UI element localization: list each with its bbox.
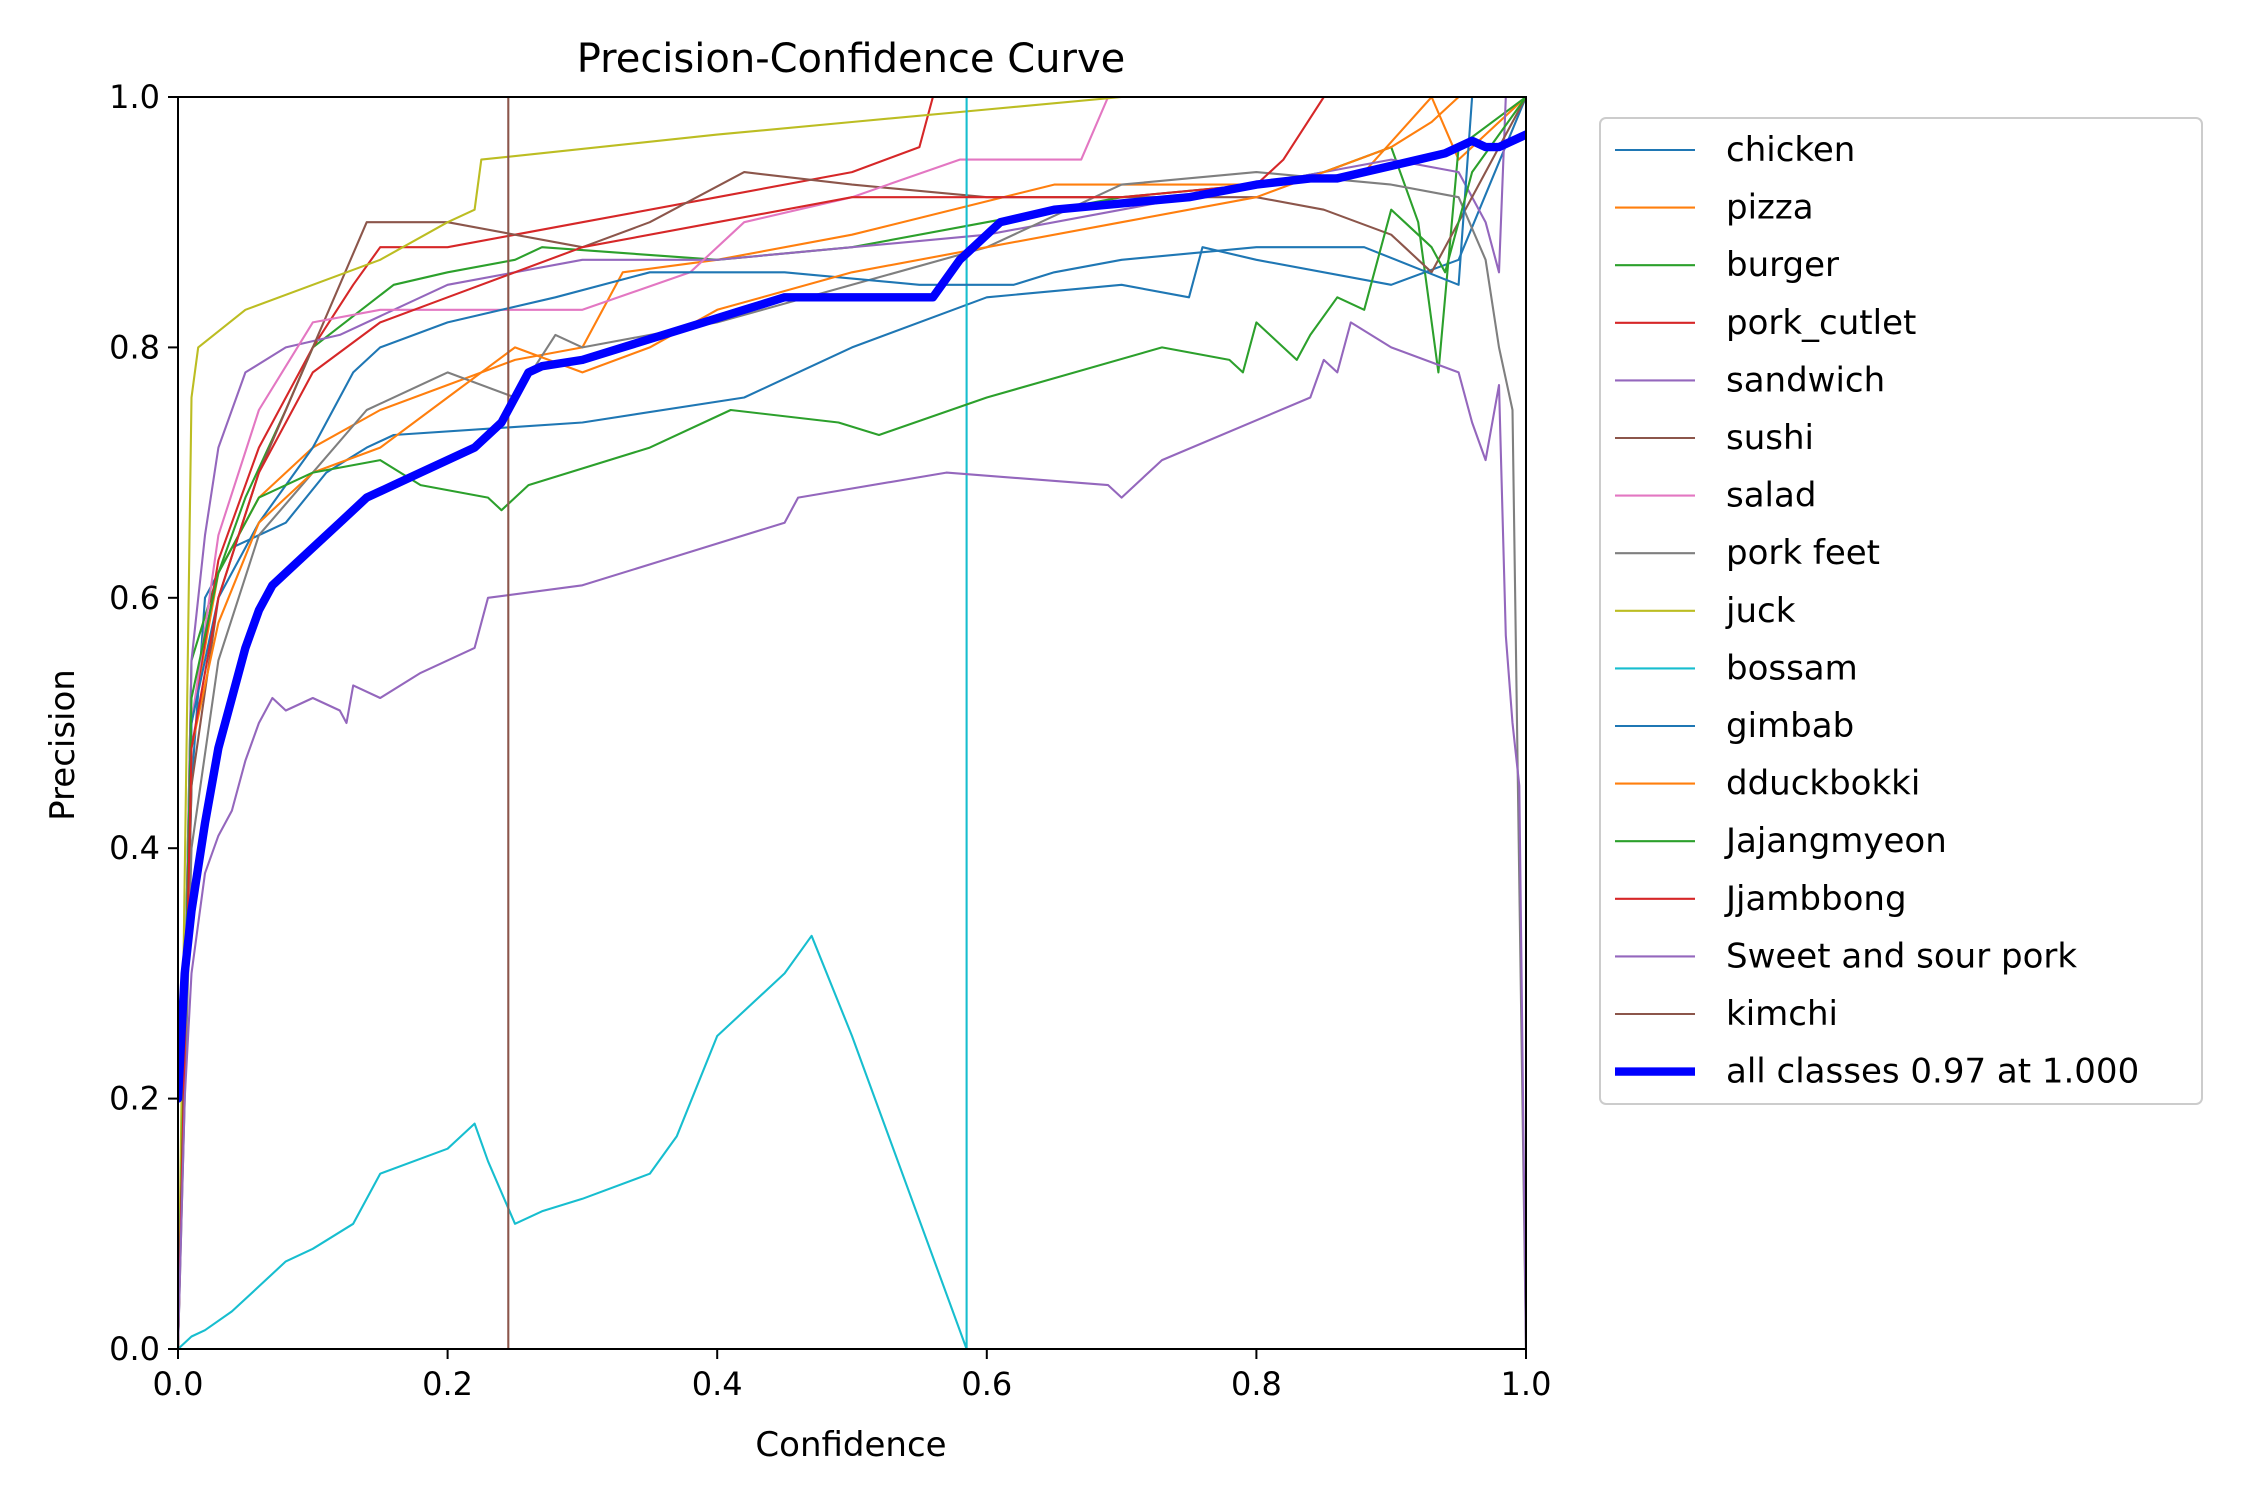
chart-title: Precision-Confidence Curve bbox=[577, 36, 1126, 82]
y-tick-label: 0.2 bbox=[109, 1080, 160, 1118]
legend-label: pork_cutlet bbox=[1726, 303, 1916, 343]
x-tick-label: 0.2 bbox=[422, 1365, 473, 1403]
legend-label: burger bbox=[1726, 245, 1839, 285]
legend-item-bossam: bossam bbox=[1615, 648, 1858, 688]
legend-label: Jajangmyeon bbox=[1724, 821, 1947, 861]
legend-frame bbox=[1599, 117, 2203, 1105]
x-tick-label: 0.4 bbox=[692, 1365, 743, 1403]
legend-item-pork-feet: pork feet bbox=[1615, 533, 1880, 573]
series-line-sweet-and-sour-pork bbox=[178, 321, 1526, 1349]
series-line-jjambbong bbox=[178, 97, 1526, 1349]
legend-label: gimbab bbox=[1726, 706, 1854, 746]
legend-label: kimchi bbox=[1726, 994, 1838, 1034]
series-line-bossam bbox=[178, 97, 968, 1349]
x-tick-label: 0.8 bbox=[1231, 1365, 1282, 1403]
plot-frame bbox=[177, 96, 1527, 1350]
axis-ticks: 0.0 0.2 0.4 0.6 0.8 1.0 0.0 0.2 0.4 0.6 0.8 1.0 bbox=[109, 78, 1551, 1403]
legend-label: Jjambbong bbox=[1724, 879, 1907, 919]
legend-item-gimbab: gimbab bbox=[1615, 706, 1854, 746]
legend-item-juck: juck bbox=[1615, 591, 1796, 631]
legend-item-salad: salad bbox=[1615, 476, 1816, 516]
legend-label: all classes 0.97 at 1.000 bbox=[1726, 1052, 2139, 1092]
y-tick-label: 0.4 bbox=[109, 829, 160, 867]
y-tick-label: 0.6 bbox=[109, 579, 160, 617]
series-line-juck bbox=[178, 97, 1526, 1349]
y-axis-label: Precision bbox=[43, 669, 83, 821]
series-line-kimchi bbox=[178, 97, 510, 1349]
series-line-dduckbokki bbox=[178, 97, 1526, 1349]
series-line-all-classes-0-97-at-1-000 bbox=[178, 130, 1526, 1103]
y-tick-label: 1.0 bbox=[109, 78, 160, 116]
legend-item-pork-cutlet: pork_cutlet bbox=[1615, 303, 1916, 343]
legend-label: sushi bbox=[1726, 418, 1814, 458]
series-line-jajangmyeon bbox=[178, 97, 1526, 1349]
series-line-sandwich bbox=[178, 97, 1526, 1349]
legend-label: pork feet bbox=[1726, 533, 1880, 573]
x-tick-label: 1.0 bbox=[1501, 1365, 1552, 1403]
legend-item-jajangmyeon: Jajangmyeon bbox=[1615, 821, 1947, 861]
legend-label: juck bbox=[1725, 591, 1796, 631]
legend-item-sushi: sushi bbox=[1615, 418, 1814, 458]
legend-label: salad bbox=[1726, 476, 1816, 516]
legend-label: dduckbokki bbox=[1726, 764, 1920, 804]
legend-item-sweet-and-sour-pork: Sweet and sour pork bbox=[1615, 936, 2077, 976]
legend-label: bossam bbox=[1726, 648, 1858, 688]
legend: chicken pizza burger pork_cutlet sandwich sus… bbox=[1599, 117, 2203, 1105]
legend-item-kimchi: kimchi bbox=[1615, 994, 1838, 1034]
legend-item-jjambbong: Jjambbong bbox=[1615, 879, 1907, 919]
legend-item-pizza: pizza bbox=[1615, 188, 1814, 228]
series-lines bbox=[178, 97, 1526, 1349]
legend-label: sandwich bbox=[1726, 360, 1885, 400]
series-line-pork-cutlet bbox=[178, 97, 1526, 1349]
legend-item-dduckbokki: dduckbokki bbox=[1615, 764, 1920, 804]
y-tick-label: 0.0 bbox=[109, 1330, 160, 1368]
legend-item-chicken: chicken bbox=[1615, 130, 1855, 170]
series-line-salad bbox=[178, 97, 1526, 1349]
legend-label: Sweet and sour pork bbox=[1726, 936, 2077, 976]
legend-label: chicken bbox=[1726, 130, 1855, 170]
y-tick-label: 0.8 bbox=[109, 328, 160, 366]
legend-label: pizza bbox=[1726, 188, 1814, 228]
x-tick-label: 0.6 bbox=[961, 1365, 1012, 1403]
x-tick-label: 0.0 bbox=[153, 1365, 204, 1403]
legend-item-sandwich: sandwich bbox=[1615, 360, 1885, 400]
series-line-gimbab bbox=[178, 97, 1526, 1349]
legend-item-all-classes-0-97-at-1-000: all classes 0.97 at 1.000 bbox=[1615, 1052, 2139, 1092]
x-axis-label: Confidence bbox=[755, 1425, 946, 1465]
legend-item-burger: burger bbox=[1615, 245, 1839, 285]
legend-items: chicken pizza burger pork_cutlet sandwich sus… bbox=[1615, 130, 2139, 1092]
